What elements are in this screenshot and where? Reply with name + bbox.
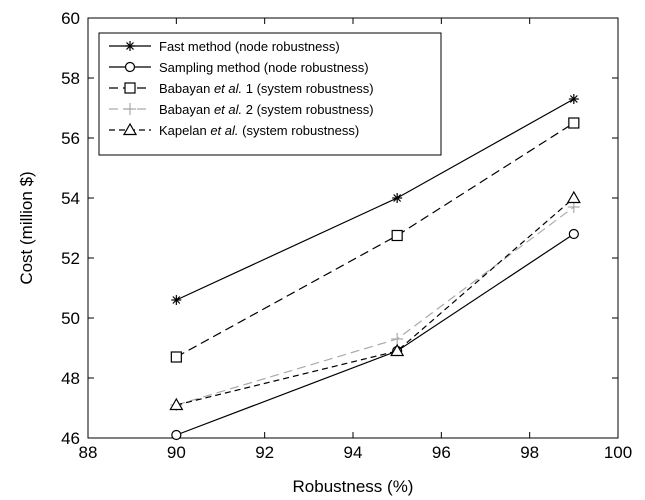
legend-label-part: 2 (system robustness) [242, 102, 374, 117]
data-point [391, 333, 404, 345]
marker-shape [568, 117, 580, 129]
y-tick-label: 50 [61, 309, 80, 328]
legend-item: Sampling method (node robustness) [109, 60, 369, 75]
y-tick-label: 48 [61, 369, 80, 388]
x-tick-label: 90 [167, 443, 186, 462]
series-2 [170, 117, 580, 363]
data-point [169, 397, 184, 411]
legend-marker [124, 61, 136, 73]
marker-shape [122, 122, 138, 136]
legend-item: Babayan et al. 1 (system robustness) [109, 81, 374, 96]
legend-item: Babayan et al. 2 (system robustness) [109, 102, 374, 117]
y-tick-label: 52 [61, 249, 80, 268]
x-tick-label: 98 [520, 443, 539, 462]
data-point [568, 228, 579, 240]
marker-stroke [172, 296, 181, 304]
data-point [171, 295, 182, 305]
legend-marker [125, 41, 135, 51]
axis-ticks: 88 90 92 94 96 98 100 46 48 50 52 54 56 58 60 [61, 9, 632, 462]
y-axis-label: Cost (million $) [17, 171, 36, 284]
legend-item: Kapelan et al. (system robustness) [109, 122, 359, 138]
data-point [568, 94, 579, 104]
data-point [171, 429, 182, 441]
x-tick-label: 100 [604, 443, 632, 462]
x-tick-label: 92 [255, 443, 274, 462]
legend-label-part: Kapelan [159, 123, 210, 138]
legend-label: Babayan et al. 1 (system robustness) [159, 81, 374, 96]
legend-label-part: Babayan [159, 102, 214, 117]
y-tick-label: 46 [61, 429, 80, 448]
marker-shape [566, 190, 581, 204]
marker-stroke [569, 95, 578, 103]
data-point [392, 193, 403, 203]
marker-shape [170, 351, 182, 363]
legend-label-part: et al. [210, 123, 238, 138]
marker-shape [391, 229, 403, 242]
y-tick-label: 54 [61, 189, 80, 208]
legend-label-part: (system robustness) [239, 123, 360, 138]
series-3 [170, 201, 580, 411]
legend-box [98, 32, 442, 156]
legend-label-part: 1 (system robustness) [242, 81, 374, 96]
series-line [176, 122, 575, 358]
legend-marker [124, 103, 136, 115]
series-4 [169, 190, 581, 411]
legend-label-part: Fast method (node robustness) [159, 39, 340, 54]
series-line [176, 197, 575, 406]
legend-item: Fast method (node robustness) [109, 39, 340, 54]
series-group [169, 94, 581, 441]
legend-marker [124, 82, 136, 94]
marker-shape [568, 228, 579, 240]
marker-stroke [393, 194, 402, 202]
series-line [176, 233, 575, 436]
data-point [568, 117, 580, 129]
data-point [170, 351, 182, 363]
marker-shape [124, 82, 136, 94]
x-tick-label: 94 [344, 443, 363, 462]
x-axis-label: Robustness (%) [293, 477, 414, 496]
marker-stroke [126, 42, 134, 50]
y-tick-label: 58 [61, 69, 80, 88]
series-0 [171, 94, 579, 305]
y-tick-label: 56 [61, 129, 80, 148]
series-line [176, 206, 575, 406]
x-tick-label: 88 [79, 443, 98, 462]
marker-shape [171, 429, 182, 441]
legend-label: Babayan et al. 2 (system robustness) [159, 102, 374, 117]
marker-shape [169, 397, 184, 411]
legend-label: Sampling method (node robustness) [159, 60, 369, 75]
legend-label-part: Babayan [159, 81, 214, 96]
series-1 [171, 228, 579, 441]
data-point [391, 229, 403, 242]
legend-label-part: Sampling method (node robustness) [159, 60, 369, 75]
y-tick-label: 60 [61, 9, 80, 28]
legend-label-part: et al. [214, 102, 242, 117]
marker-shape [390, 343, 405, 357]
legend-marker [122, 122, 138, 136]
data-point [566, 190, 581, 204]
x-tick-label: 96 [432, 443, 451, 462]
data-point [390, 343, 405, 357]
legend-label-part: et al. [214, 81, 242, 96]
legend-label: Kapelan et al. (system robustness) [159, 123, 359, 138]
legend: Fast method (node robustness) Sampling me… [98, 32, 442, 156]
legend-label: Fast method (node robustness) [159, 39, 340, 54]
marker-shape [124, 61, 136, 73]
